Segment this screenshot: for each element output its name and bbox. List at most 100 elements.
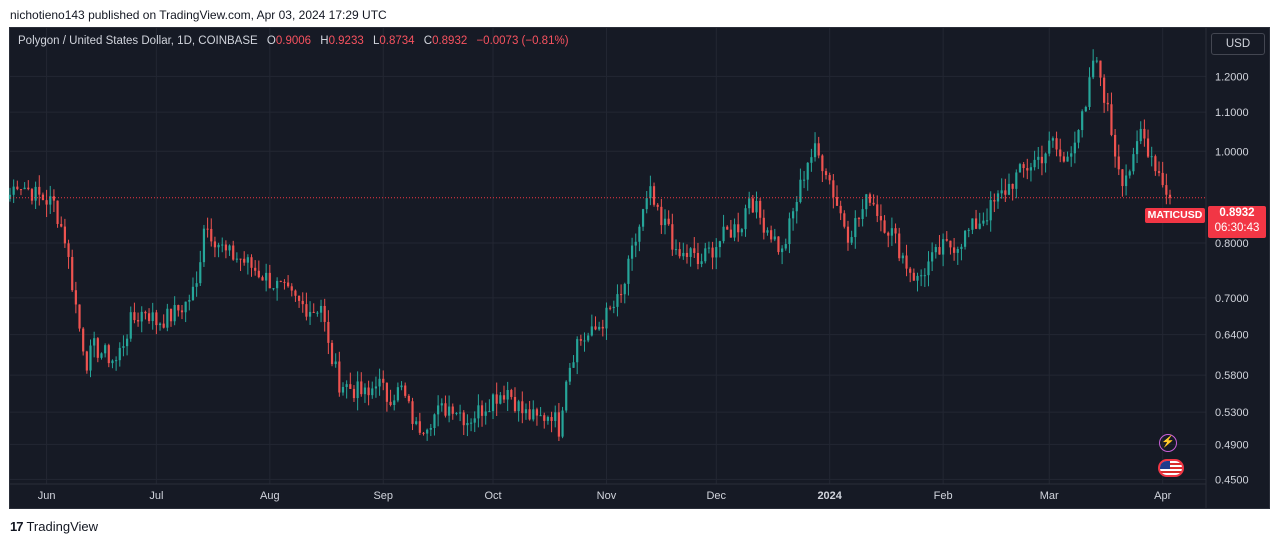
x-tick-label: Apr [1154,490,1171,502]
candle-body [191,286,195,300]
candle-body [473,418,476,423]
candle-body [813,143,817,158]
candle-body [1139,128,1142,142]
candle-body [63,226,66,244]
candle-body [883,220,886,233]
candle-body [221,244,224,246]
us-flag-icon[interactable] [1158,459,1184,477]
candle-body [177,305,180,311]
candle-body [400,385,403,388]
candle-body [601,326,604,329]
candle-body [458,412,462,414]
candle-body [685,252,689,257]
candle-body [996,193,1000,202]
candle-body [1055,138,1058,150]
candle-body [250,257,253,268]
candle-body [887,232,890,236]
y-tick-label: 0.5300 [1215,407,1249,419]
candle-body [784,244,787,249]
candle-body [546,417,550,421]
candle-body [894,228,897,234]
candle-body [641,209,645,227]
candle-body [868,194,872,203]
candle-body [909,268,912,273]
candle-body [8,194,12,199]
candle-body [616,294,619,307]
y-tick-label: 0.5800 [1215,370,1249,382]
currency-button[interactable]: USD [1211,33,1265,55]
y-tick-label: 0.8000 [1215,238,1249,250]
candle-body [923,275,926,277]
candle-body [126,338,129,347]
candle-body [1088,77,1091,107]
candle-body [374,386,378,389]
candle-body [195,283,198,287]
candle-body [19,189,23,191]
candle-body [824,171,828,176]
candle-body [1066,156,1069,162]
candle-body [700,261,703,265]
candle-body [671,224,674,250]
candle-body [620,294,623,296]
candle-body [12,186,15,195]
candle-body [254,267,257,271]
candle-body [151,312,154,322]
candle-body [817,143,820,156]
x-tick-label: Dec [706,490,726,502]
candle-body [89,345,92,371]
candle-body [945,239,948,241]
candle-body [426,429,429,434]
candle-body [674,249,678,251]
candle-body [1011,183,1014,189]
candle-body [297,295,301,301]
candle-body [1022,164,1025,169]
candle-body [916,275,919,281]
ticker-label: MATICUSD [1145,208,1205,223]
candle-body [1059,149,1062,157]
candle-body [634,241,637,246]
candle-body [846,226,850,243]
candle-body [319,305,323,313]
candle-body [213,241,217,248]
candle-body [122,346,125,348]
candle-body [276,280,279,289]
candle-body [437,405,440,415]
candle-body [217,244,220,248]
candle-body [550,417,553,421]
candle-body [1044,153,1047,164]
candle-body [898,233,901,259]
candle-body [440,403,443,406]
candle-body [949,240,952,248]
candle-body [352,388,356,399]
candle-body [517,401,520,412]
candle-body [649,186,652,199]
candle-body [118,347,121,361]
candle-body [594,326,597,330]
candle-body [433,414,436,429]
candle-body [210,228,213,242]
publish-info: nichotieno143 published on TradingView.c… [10,8,387,22]
candle-body [557,412,560,437]
candle-body [843,213,846,227]
high-value: 0.9233 [328,35,364,47]
candle-body [407,395,410,402]
candle-body [330,342,334,365]
candle-body [696,252,700,265]
candle-body [722,226,725,242]
candle-body [777,236,780,253]
candle-body [1099,60,1102,78]
bar-countdown: 06:30:43 [1214,222,1260,234]
candle-body [484,411,487,416]
candle-body [733,224,736,238]
candle-body [45,200,48,205]
candle-body [257,270,260,278]
candle-body [111,360,114,364]
candle-body [576,339,579,363]
candle-body [429,428,432,430]
chart-frame[interactable] [9,27,1270,509]
lightning-icon[interactable]: ⚡ [1159,434,1177,452]
candle-body [74,290,77,305]
candle-body [327,321,330,343]
candle-body [1103,77,1106,103]
